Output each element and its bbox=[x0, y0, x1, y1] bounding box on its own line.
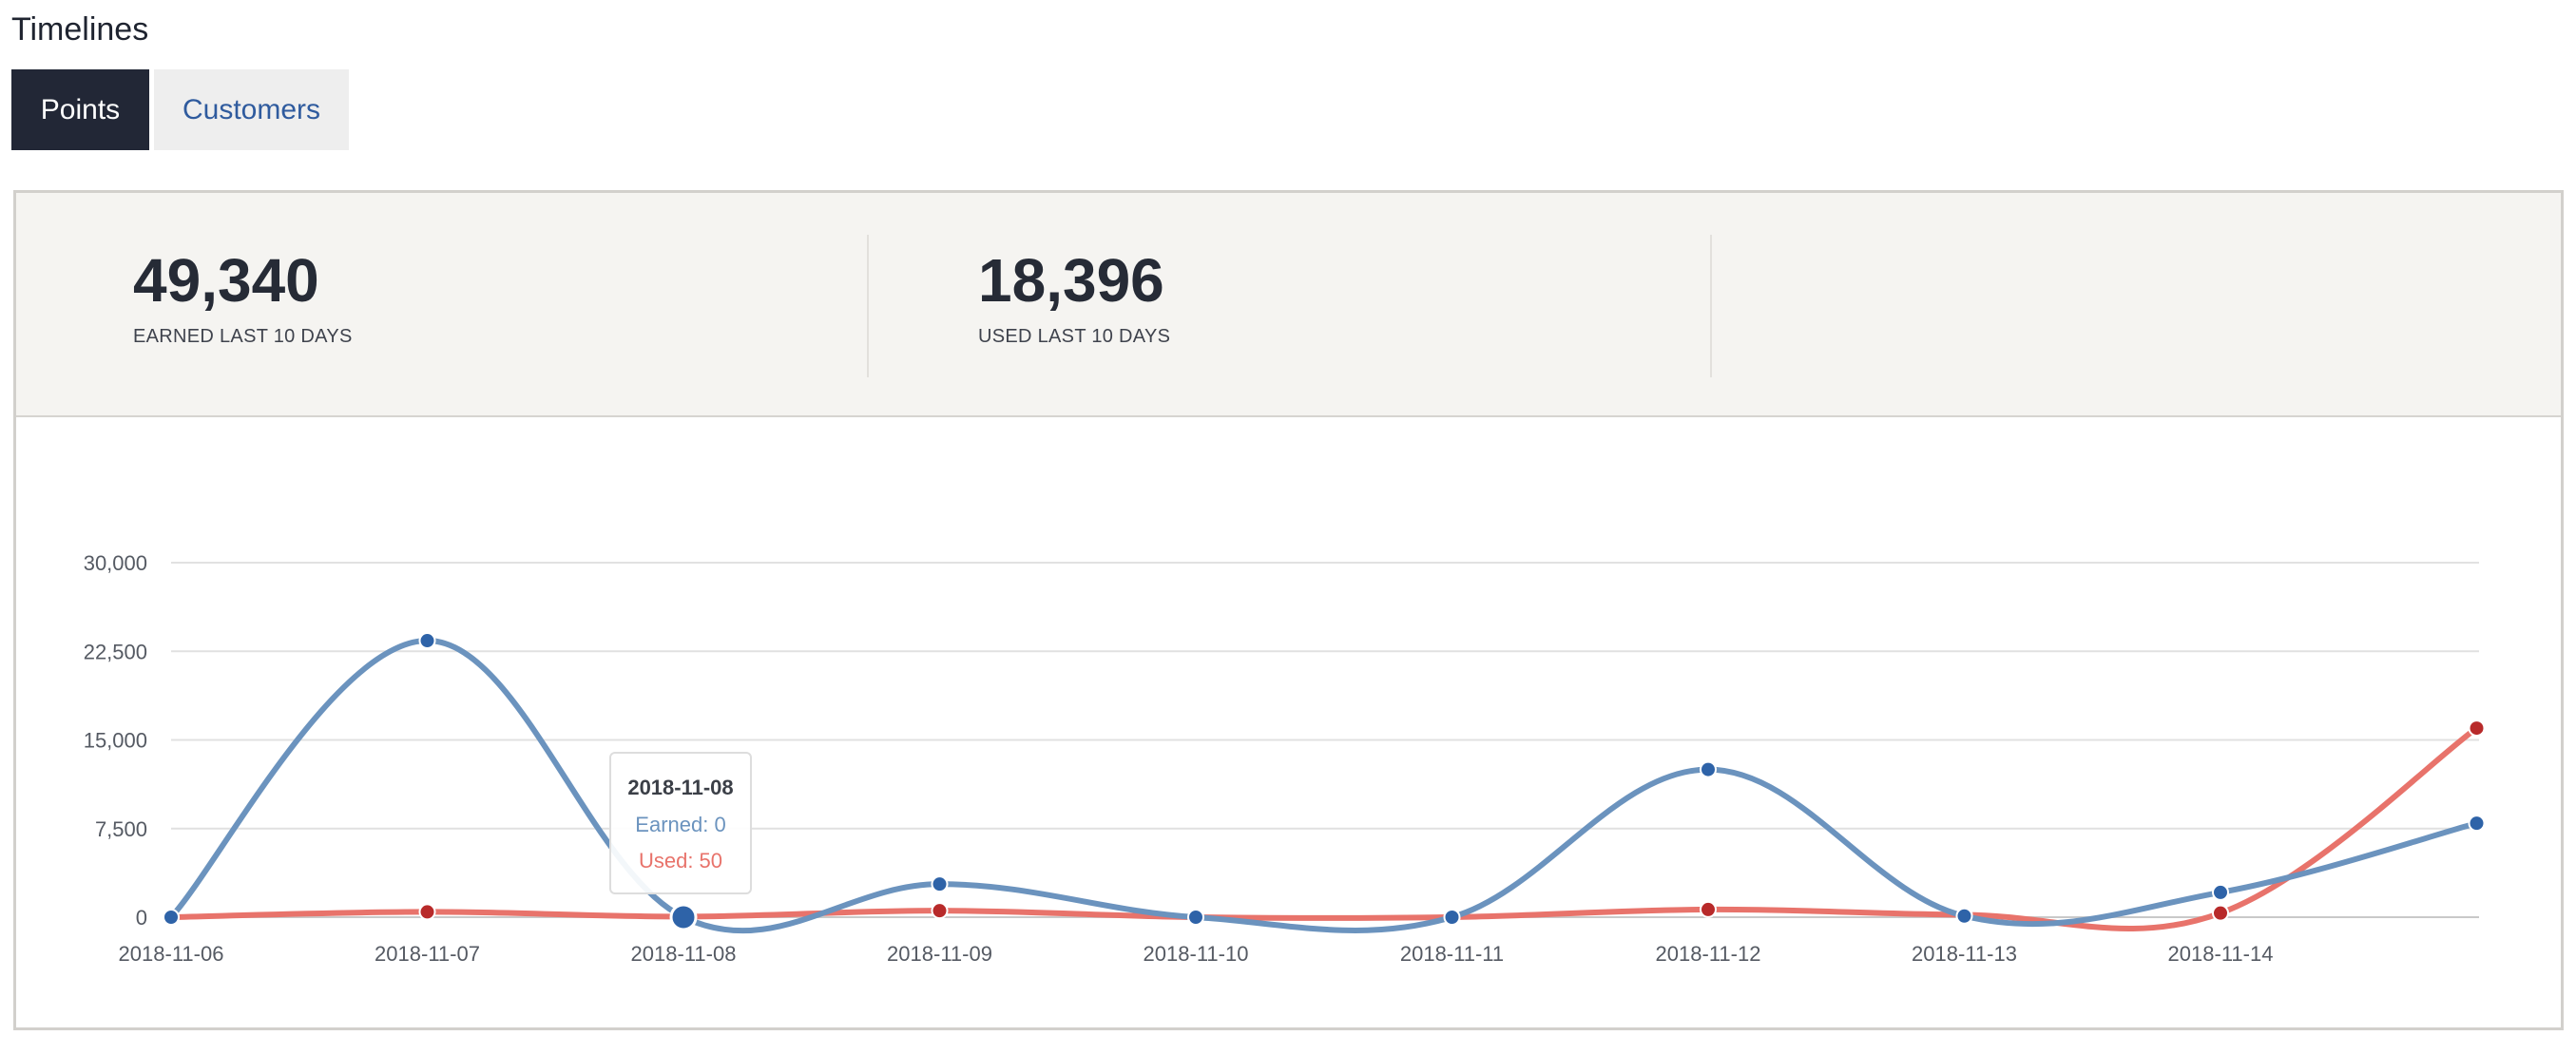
tab-customers[interactable]: Customers bbox=[154, 69, 349, 150]
x-tick-label: 2018-11-07 bbox=[375, 942, 480, 966]
stat-earned-value: 49,340 bbox=[133, 246, 319, 315]
data-point-earned bbox=[1443, 909, 1461, 926]
data-point-earned bbox=[1187, 909, 1204, 926]
data-point-earned bbox=[1700, 760, 1717, 778]
x-tick-label: 2018-11-11 bbox=[1400, 942, 1504, 966]
series-line-earned bbox=[168, 638, 2480, 934]
data-point-earned bbox=[418, 632, 436, 650]
y-tick-label: 0 bbox=[136, 906, 147, 930]
stat-used-value: 18,396 bbox=[978, 246, 1164, 315]
stat-earned-label: EARNED LAST 10 DAYS bbox=[133, 326, 353, 347]
tab-points[interactable]: Points bbox=[11, 69, 149, 150]
x-tick-label: 2018-11-08 bbox=[631, 942, 737, 966]
x-tick-label: 2018-11-10 bbox=[1144, 942, 1249, 966]
chart-tooltip bbox=[609, 752, 752, 894]
hover-point bbox=[669, 903, 698, 931]
stat-used: 18,396 USED LAST 10 DAYS bbox=[978, 250, 1170, 348]
tooltip-earned: Earned: 0 bbox=[635, 813, 725, 836]
tab-bar: Points Customers bbox=[11, 69, 349, 150]
stat-divider bbox=[867, 235, 869, 377]
x-tick-label: 2018-11-13 bbox=[1912, 942, 2017, 966]
page-title: Timelines bbox=[11, 11, 149, 48]
y-tick-label: 22,500 bbox=[84, 640, 147, 663]
data-point-earned bbox=[2468, 815, 2486, 833]
x-tick-label: 2018-11-09 bbox=[887, 942, 992, 966]
data-point-used bbox=[2212, 904, 2229, 922]
x-tick-label: 2018-11-14 bbox=[2168, 942, 2274, 966]
y-tick-label: 7,500 bbox=[95, 817, 147, 841]
timeline-panel: 49,340 EARNED LAST 10 DAYS 18,396 USED L… bbox=[13, 190, 2564, 1030]
data-point-earned bbox=[163, 909, 180, 926]
x-tick-label: 2018-11-12 bbox=[1656, 942, 1761, 966]
data-point-used bbox=[1700, 900, 1717, 918]
data-point-used bbox=[931, 902, 949, 920]
y-tick-label: 15,000 bbox=[84, 729, 147, 753]
tooltip-date: 2018-11-08 bbox=[627, 776, 733, 799]
data-point-earned bbox=[931, 875, 949, 893]
stat-divider bbox=[1710, 235, 1712, 377]
data-point-used bbox=[2468, 719, 2486, 738]
tooltip-used: Used: 50 bbox=[639, 849, 722, 873]
stat-used-label: USED LAST 10 DAYS bbox=[978, 326, 1171, 347]
y-tick-label: 30,000 bbox=[84, 551, 147, 575]
data-point-earned bbox=[2212, 883, 2229, 901]
series-line-used bbox=[168, 725, 2480, 932]
data-point-used bbox=[418, 903, 436, 921]
stat-earned: 49,340 EARNED LAST 10 DAYS bbox=[133, 250, 353, 348]
stats-bar: 49,340 EARNED LAST 10 DAYS 18,396 USED L… bbox=[16, 193, 2561, 417]
data-point-earned bbox=[1955, 907, 1973, 925]
x-tick-label: 2018-11-06 bbox=[119, 942, 224, 966]
